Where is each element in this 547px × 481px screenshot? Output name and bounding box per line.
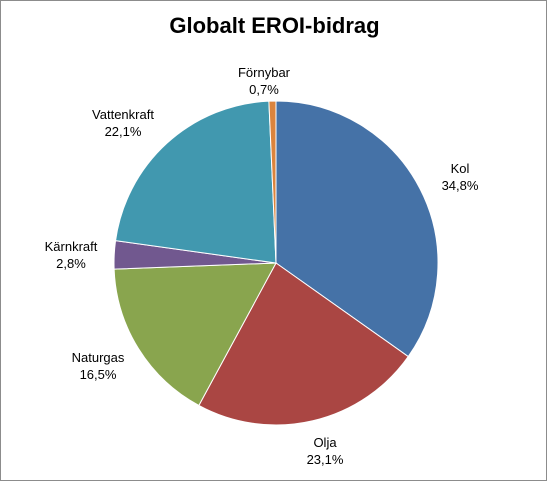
pie-slice-förnybar: [268, 100, 277, 264]
pie-slice-naturgas: [113, 262, 277, 407]
slice-value-olja: 23,1%: [307, 452, 344, 467]
slice-value-kol: 34,8%: [442, 178, 479, 193]
slice-label-kärnkraft: Kärnkraft: [45, 239, 98, 254]
pie-slice-kol: [275, 100, 439, 358]
slice-value-naturgas: 16,5%: [80, 367, 117, 382]
slice-label-förnybar: Förnybar: [238, 65, 291, 80]
chart-title: Globalt EROI-bidrag: [169, 13, 380, 38]
slice-label-kol: Kol: [451, 161, 470, 176]
slice-value-kärnkraft: 2,8%: [56, 256, 86, 271]
slice-label-naturgas: Naturgas: [72, 350, 125, 365]
pie-slice-olja: [198, 262, 409, 426]
slice-label-olja: Olja: [313, 435, 337, 450]
slice-value-vattenkraft: 22,1%: [105, 124, 142, 139]
slice-value-förnybar: 0,7%: [249, 82, 279, 97]
slice-label-vattenkraft: Vattenkraft: [92, 107, 154, 122]
pie-slice-vattenkraft: [114, 100, 277, 264]
